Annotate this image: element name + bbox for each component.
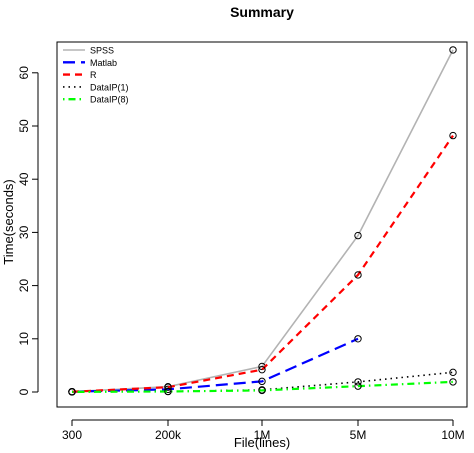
- data-point: [258, 365, 266, 374]
- x-axis: 300 200k 1M 5M 10M: [62, 419, 465, 442]
- series-line: [71, 380, 454, 393]
- x-tick-label: 200k: [155, 428, 182, 442]
- y-tick-label: 20: [17, 279, 31, 293]
- y-axis-label: Time(seconds): [1, 179, 16, 264]
- x-axis-label: File(lines): [234, 435, 290, 450]
- x-tick-label: 300: [62, 428, 82, 442]
- legend-label: DataIP(8): [90, 95, 129, 105]
- y-tick-label: 0: [17, 388, 31, 395]
- y-tick-label: 30: [17, 225, 31, 239]
- data-point: [258, 386, 266, 395]
- y-tick-label: 50: [17, 119, 31, 133]
- data-point: [449, 378, 457, 386]
- x-tick-label: 10M: [441, 428, 464, 442]
- x-tick-label: 1M: [254, 428, 271, 442]
- y-axis: 0 10 20 30 40 50 60: [17, 66, 39, 395]
- series-line: [71, 337, 359, 393]
- legend-label: Matlab: [90, 58, 117, 68]
- series-layer: [68, 46, 457, 396]
- plot-area: [56, 41, 468, 408]
- data-point: [354, 382, 362, 390]
- legend-label: DataIP(1): [90, 82, 129, 92]
- legend: SPSS Matlab R DataIP(1) DataIP(8): [63, 46, 129, 105]
- x-tick-label: 5M: [350, 428, 367, 442]
- y-tick-label: 40: [17, 172, 31, 186]
- data-point: [354, 335, 362, 343]
- data-point: [354, 231, 362, 240]
- series-line: [71, 134, 454, 393]
- legend-label: SPSS: [90, 46, 114, 56]
- data-point: [68, 388, 76, 396]
- data-point: [449, 368, 457, 377]
- data-point: [164, 387, 172, 396]
- chart-title: Summary: [230, 4, 294, 20]
- data-point: [449, 46, 457, 54]
- data-point: [164, 383, 172, 391]
- legend-label: R: [90, 70, 97, 80]
- data-point: [354, 271, 362, 279]
- data-point: [258, 377, 266, 386]
- data-point: [449, 131, 457, 140]
- series-line: [71, 49, 454, 393]
- y-tick-label: 10: [17, 332, 31, 346]
- y-tick-label: 60: [17, 66, 31, 80]
